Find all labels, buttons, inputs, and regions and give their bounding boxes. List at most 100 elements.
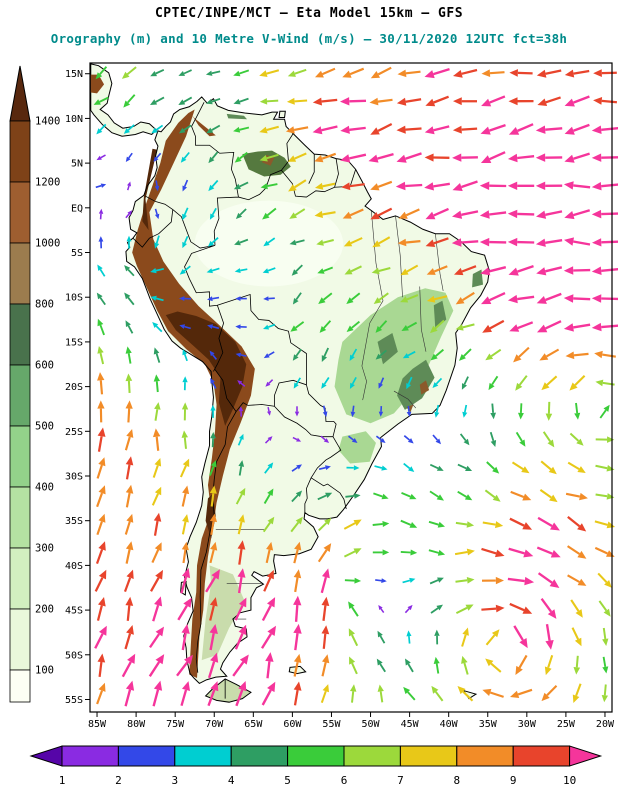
wind-vector [346,465,360,471]
wind-vector-shaft [407,691,416,701]
wind-vector [312,125,338,135]
wind-vector-head [602,666,609,674]
wind-vector-shaft [519,403,523,413]
wind-vector-shaft [99,123,107,131]
wind-vector-shaft [457,490,467,498]
wind-vector [536,69,562,78]
wind-vector-head [452,125,462,134]
wind-vector [428,549,446,556]
wind-vector-shaft [517,295,535,301]
wind-vector-head [522,493,532,501]
wind-vector-shaft [97,436,103,452]
wind-vector-head [324,517,332,526]
wind-vector-shaft [155,96,165,103]
wind-vector-shaft [567,516,581,528]
wind-vector-shaft [237,521,243,535]
wind-vector [293,653,302,677]
wind-vector [509,69,533,77]
wind-vector-shaft [295,377,302,385]
wind-vector-shaft [210,521,215,535]
wind-vector-head [267,516,275,525]
wind-vector [485,658,502,673]
wind-vector-shaft [123,577,132,592]
wind-vector-shaft [510,490,525,499]
wind-vector-shaft [489,319,505,330]
wind-vector-shaft [481,607,497,611]
wind-vector-shaft [433,237,449,245]
wind-scale-label: 4 [228,774,235,787]
wind-vector-head [382,521,390,527]
wind-scale-segment [61,745,119,767]
wind-vector-head [479,210,490,219]
wind-vector-shaft [127,296,135,306]
wind-vector-shaft [180,576,188,594]
wind-vector [126,235,132,249]
wind-vector-shaft [351,292,361,301]
wind-vector-shaft [183,437,187,449]
wind-vector [507,576,535,586]
wind-vector-shaft [212,296,220,300]
wind-vector-shaft [125,213,130,219]
wind-vector-shaft [378,292,389,301]
wind-vector-head [237,568,246,578]
wind-vector-head [209,624,218,634]
wind-vector-head [349,382,355,389]
wind-vector-head [210,432,216,439]
wind-scale-arrow-high [569,745,603,767]
wind-vector [424,67,450,79]
wind-vector-shaft [429,490,439,498]
wind-vector-head [316,239,324,246]
wind-vector [536,546,561,558]
wind-vector-shaft [212,354,218,360]
wind-vector-shaft [433,125,450,132]
wind-vector-head [466,577,475,584]
wind-vector-shaft [407,376,413,385]
wind-vector [569,432,584,446]
wind-vector [287,68,307,77]
wind-scale-segment [456,745,514,767]
wind-vector-head [466,521,475,528]
wind-vector-head [564,126,575,135]
wind-vector-head [285,126,295,134]
wind-vector-head [182,185,187,192]
wind-vector [259,98,279,105]
wind-vector-head [479,181,490,190]
wind-vector-head [563,266,574,275]
wind-vector [424,182,450,191]
wind-vector-head [564,211,575,220]
wind-vector [457,686,474,702]
wind-vector-shaft [239,181,249,188]
wind-vector-shaft [351,376,357,385]
wind-vector-head [234,268,241,273]
wind-vector-shaft [268,323,276,328]
wind-vector [564,95,590,107]
wind-vector [395,181,423,191]
wind-vector-shaft [152,604,160,622]
wind-vector-head [259,70,268,77]
wind-vector [564,209,591,220]
wind-vector [563,266,591,275]
wind-vector-head [291,269,299,276]
wind-vector-head [436,465,444,471]
wind-vector-head [406,630,412,637]
wind-scale-segment [230,745,289,767]
wind-vector-shaft [261,689,272,706]
wind-vector-head [125,680,135,691]
wind-vector-head [591,125,602,134]
wind-vector-head [95,72,103,80]
wind-colorbar: 1 2 3 4 5 6 7 8 9 10 [29,745,603,787]
wind-vector [125,152,133,162]
wind-vector-shaft [545,624,551,641]
wind-vector-shaft [323,347,330,357]
wind-vector [563,181,591,190]
orography-scale-segment [9,120,31,183]
wind-vector-shaft [489,266,507,273]
wind-vector-head [353,519,362,527]
wind-vector [480,266,507,276]
wind-vector [346,292,361,304]
wind-vector [176,654,193,677]
wind-vector-head [591,182,602,191]
wind-vector-head [454,267,464,276]
wind-vector-head [293,681,302,691]
